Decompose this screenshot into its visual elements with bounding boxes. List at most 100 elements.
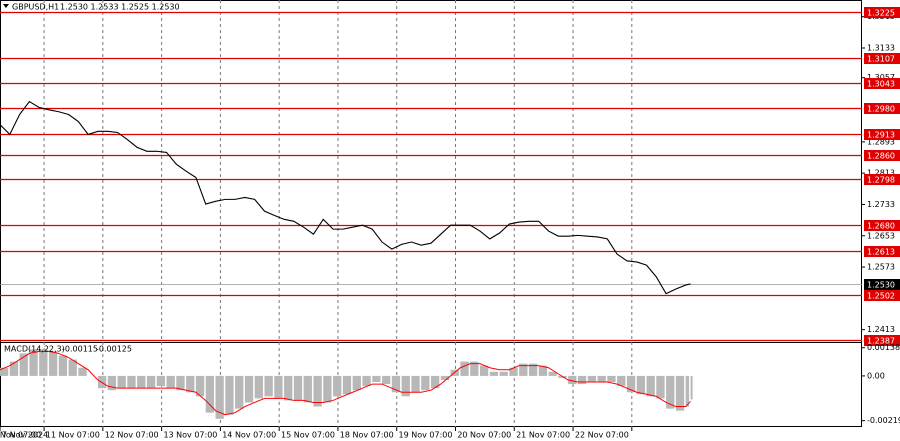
macd-bar: [675, 375, 685, 411]
macd-bar: [489, 371, 499, 376]
macd-bar: [195, 375, 205, 397]
level-label-box: [864, 246, 900, 257]
x-tick-label: 21 Nov 07:00: [516, 431, 570, 440]
x-tick-label: 11 Nov 07:00: [46, 431, 100, 440]
macd-bar: [646, 375, 655, 397]
macd-value: -0.00115: [62, 345, 98, 354]
macd-bar: [333, 375, 342, 397]
macd-bar: [254, 375, 263, 399]
macd-bar: [146, 375, 156, 389]
last-price-box: [864, 279, 900, 290]
macd-bar: [470, 361, 479, 376]
macd-bar: [235, 375, 244, 409]
macd-bar: [176, 375, 185, 391]
macd-signal-value: -0.00125: [96, 345, 132, 354]
macd-bar: [284, 375, 293, 401]
chart-title: GBPUSD,H1: [12, 3, 59, 12]
macd-bar: [225, 375, 234, 415]
macd-bar: [440, 375, 450, 380]
macd-bar: [117, 375, 126, 389]
macd-bar: [9, 361, 19, 376]
level-label: 1.2680: [867, 222, 895, 231]
x-tick-label: 13 Nov 07:00: [163, 431, 217, 440]
y-tick-label: 1.2653: [867, 231, 895, 240]
macd-bar: [274, 375, 283, 399]
ohlc-text: 1.2530 1.2533 1.2525 1.2530: [60, 3, 180, 12]
level-label: 1.3043: [867, 80, 895, 89]
macd-bar: [39, 349, 48, 376]
last-price-label: 1.2530: [867, 281, 895, 290]
macd-bar: [479, 365, 489, 376]
macd-bar: [538, 365, 548, 376]
macd-bar: [568, 375, 577, 385]
macd-bar: [48, 351, 58, 376]
y-tick-label: 1.2813: [867, 169, 895, 178]
level-label-box: [864, 53, 900, 64]
y-tick-label: 1.2413: [867, 325, 895, 334]
macd-bar: [587, 375, 597, 383]
macd-title: MACD(14,22,3): [4, 345, 65, 354]
macd-bar: [460, 361, 469, 376]
macd-bar: [666, 375, 675, 409]
level-label-box: [864, 174, 900, 185]
macd-bar: [690, 375, 693, 400]
y-tick-label: 1.3133: [867, 43, 895, 52]
macd-bar: [597, 375, 606, 383]
level-label-box: [864, 7, 900, 18]
signal-line: [0, 350, 691, 416]
macd-bar: [499, 371, 508, 376]
macd-bar: [411, 375, 420, 393]
macd-bar: [342, 375, 352, 395]
macd-bar: [528, 363, 538, 376]
level-label: 1.3225: [867, 9, 895, 18]
level-label-box: [864, 103, 900, 114]
macd-bar: [127, 375, 136, 389]
x-tick-label: 15 Nov 07:00: [281, 431, 335, 440]
level-label-box: [864, 78, 900, 89]
macd-bar: [293, 375, 303, 401]
macd-bar: [352, 375, 361, 391]
macd-bar: [636, 375, 645, 395]
level-label-box: [864, 290, 900, 301]
macd-bar: [391, 375, 401, 393]
y-tick-label: 1.2573: [867, 263, 895, 272]
macd-bar: [68, 359, 77, 376]
macd-bar: [656, 375, 665, 399]
level-label-box: [864, 220, 900, 231]
macd-bar: [313, 375, 322, 407]
macd-bar: [215, 375, 224, 419]
macd-bar: [519, 363, 528, 376]
menu-arrow: [3, 4, 9, 8]
x-tick-label: 20 Nov 07:00: [457, 431, 511, 440]
macd-bar: [0, 367, 9, 376]
macd-bar: [372, 375, 381, 383]
macd-bar: [509, 367, 518, 376]
macd-bar: [78, 367, 87, 376]
macd-bar: [303, 375, 312, 403]
macd-bar: [29, 349, 38, 376]
macd-bar: [548, 371, 557, 376]
price-line: [0, 100, 691, 295]
macd-bar: [58, 355, 68, 376]
macd-bar: [685, 375, 690, 407]
macd-bar: [617, 375, 626, 387]
level-label: 1.2980: [867, 105, 895, 114]
x-tick-label: 14 Nov 07:00: [222, 431, 276, 440]
macd-bar: [362, 375, 371, 387]
y-tick-label: 1.2733: [867, 200, 895, 209]
y-tick-label: 0.00: [867, 371, 885, 380]
macd-bar: [156, 375, 166, 387]
y-tick-label: 1.2893: [867, 137, 895, 146]
macd-bar: [19, 353, 28, 376]
level-label: 1.2913: [867, 131, 895, 140]
macd-bar: [577, 375, 587, 385]
plot-frame: [0, 0, 862, 427]
level-label-box: [864, 335, 900, 346]
y-tick-label: -0.00219: [867, 416, 900, 425]
macd-bar: [421, 375, 430, 391]
macd-bar: [205, 375, 214, 413]
level-label: 1.2387: [867, 337, 895, 346]
macd-bar: [107, 375, 117, 391]
macd-bar: [186, 375, 195, 393]
macd-bar: [607, 375, 616, 383]
